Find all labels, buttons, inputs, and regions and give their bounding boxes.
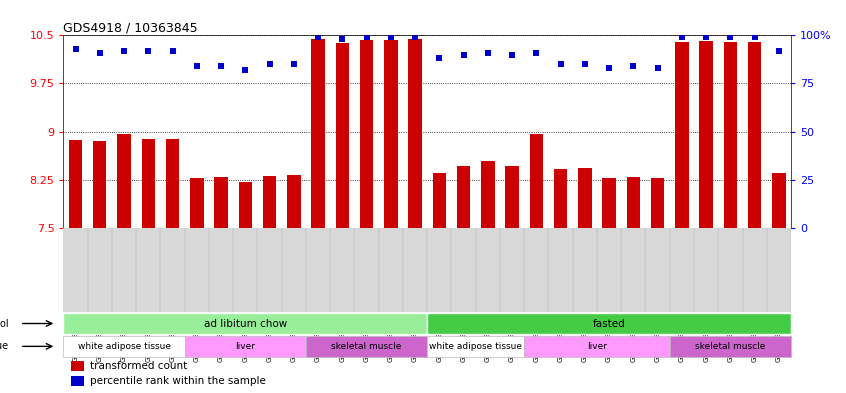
Point <box>263 61 277 67</box>
Text: percentile rank within the sample: percentile rank within the sample <box>90 376 266 386</box>
Bar <box>748 42 761 228</box>
Bar <box>360 40 373 228</box>
Bar <box>723 42 737 228</box>
Bar <box>69 140 82 228</box>
Text: GDS4918 / 10363845: GDS4918 / 10363845 <box>63 21 198 34</box>
Bar <box>427 313 791 334</box>
Bar <box>306 336 427 357</box>
Text: liver: liver <box>235 342 255 351</box>
Point <box>481 50 495 56</box>
Bar <box>214 177 228 228</box>
Point <box>723 34 737 40</box>
Point <box>651 65 664 71</box>
Point <box>530 50 543 56</box>
Point <box>166 48 179 54</box>
Point <box>118 48 131 54</box>
Bar <box>63 313 427 334</box>
Point <box>384 34 398 40</box>
Bar <box>670 336 791 357</box>
Bar <box>336 43 349 228</box>
Point <box>578 61 591 67</box>
Bar <box>457 166 470 228</box>
Bar <box>525 336 670 357</box>
Point <box>93 50 107 56</box>
Bar <box>166 139 179 228</box>
Point <box>748 34 761 40</box>
Bar <box>93 141 107 228</box>
Point <box>554 61 568 67</box>
Bar <box>627 176 640 228</box>
Bar <box>505 166 519 228</box>
Point <box>239 67 252 73</box>
Bar <box>432 173 446 228</box>
Bar <box>384 40 398 228</box>
Point <box>409 34 422 40</box>
Point <box>432 55 446 62</box>
Text: white adipose tissue: white adipose tissue <box>78 342 171 351</box>
Text: ad libitum chow: ad libitum chow <box>204 318 287 329</box>
Text: liver: liver <box>587 342 607 351</box>
Text: fasted: fasted <box>593 318 625 329</box>
Point <box>700 34 713 40</box>
Bar <box>141 139 155 228</box>
Bar <box>772 173 786 228</box>
Point <box>190 63 204 69</box>
Bar <box>71 361 84 371</box>
Point <box>141 48 155 54</box>
Point <box>627 63 640 69</box>
Bar <box>287 175 300 228</box>
Bar <box>118 134 131 228</box>
Point <box>287 61 300 67</box>
Point <box>336 36 349 42</box>
Bar <box>675 42 689 228</box>
Bar <box>554 169 568 228</box>
Point <box>457 51 470 58</box>
Point <box>69 46 82 52</box>
Bar <box>190 178 204 228</box>
Point <box>360 34 373 40</box>
Bar <box>239 182 252 228</box>
Bar <box>700 41 713 228</box>
Point <box>602 65 616 71</box>
Text: skeletal muscle: skeletal muscle <box>695 342 766 351</box>
Bar <box>184 336 306 357</box>
Text: protocol: protocol <box>0 318 8 329</box>
Bar <box>602 178 616 228</box>
Point <box>505 51 519 58</box>
Text: skeletal muscle: skeletal muscle <box>332 342 402 351</box>
Bar <box>651 178 664 228</box>
Text: tissue: tissue <box>0 342 8 351</box>
Bar <box>409 39 422 228</box>
Text: white adipose tissue: white adipose tissue <box>429 342 522 351</box>
Bar <box>71 376 84 386</box>
Bar <box>427 336 525 357</box>
Bar <box>481 161 495 228</box>
Point <box>311 34 325 40</box>
Point <box>772 48 786 54</box>
Bar <box>63 336 184 357</box>
Bar <box>311 39 325 228</box>
Bar <box>263 176 277 228</box>
Bar <box>578 168 591 228</box>
Point <box>214 63 228 69</box>
Point <box>675 34 689 40</box>
Text: transformed count: transformed count <box>90 361 187 371</box>
Bar <box>530 134 543 228</box>
